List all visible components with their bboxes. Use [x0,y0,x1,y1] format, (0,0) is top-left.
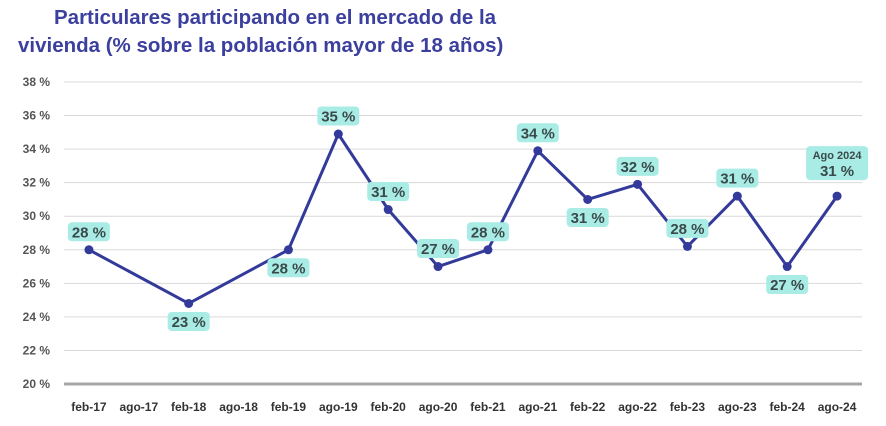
y-tick-label: 24 % [23,310,51,324]
y-axis: 38 % 36 % 34 % 32 % 30 % 28 % 26 % 24 % 22 % 20 % [23,75,51,391]
data-label-bg [167,311,210,331]
data-label: 28 % [72,224,106,241]
data-point [433,262,443,272]
x-tick-label: ago-17 [119,400,158,414]
data-label-bg [317,106,360,126]
y-tick-label: 26 % [23,276,51,290]
x-tick-label: feb-18 [171,400,207,414]
data-label-bg [806,146,869,181]
x-tick-label: ago-21 [518,400,557,414]
y-tick-label: 22 % [23,343,51,357]
chart-title: Particulares participando en el mercado … [18,4,538,60]
data-point [583,194,593,204]
data-label-bg [367,182,410,202]
x-tick-label: ago-22 [618,400,657,414]
data-point [533,146,543,156]
data-label: 34 % [521,125,555,142]
data-label: 35 % [321,109,355,126]
y-tick-label: 32 % [23,176,51,190]
y-tick-label: 28 % [23,243,51,257]
data-point [633,179,643,189]
data-point [732,191,742,201]
data-label: 28 % [471,224,505,241]
data-label-bg [67,222,110,242]
data-point [383,205,393,215]
data-label: 27 % [421,241,455,258]
data-label-bg [267,258,310,278]
data-point [184,298,194,308]
chart-title-line-2: vivienda (% sobre la población mayor de … [18,34,504,57]
x-tick-label: feb-19 [271,400,307,414]
data-label-bg [716,168,759,188]
x-tick-label: ago-24 [818,400,857,414]
x-tick-label: feb-24 [770,400,806,414]
data-label-bg [466,222,509,242]
data-point [682,241,692,251]
data-label: 31 % [571,210,605,227]
data-point [283,245,293,255]
data-label: 27 % [770,277,804,294]
data-label: 32 % [620,159,654,176]
x-axis: feb-17 ago-17 feb-18 ago-18 feb-19 ago-19 feb-… [64,382,862,414]
y-tick-label: 36 % [23,109,51,123]
data-label-bg [516,123,559,143]
data-label-bg [417,239,460,259]
data-labels: 28 % 23 % 28 % 35 % 31 % 27 % 28 % 34 % 31 % 32 %… [67,106,869,331]
data-point [483,245,493,255]
data-label-bg [616,156,659,176]
x-tick-label: feb-22 [570,400,606,414]
data-label: 31 % [371,184,405,201]
x-tick-label: ago-20 [419,400,458,414]
x-tick-label: feb-17 [71,400,107,414]
data-label-bg [566,207,609,227]
x-tick-label: feb-20 [371,400,407,414]
data-label-bg [666,218,709,238]
data-label: 31 % [820,163,854,180]
data-label: 28 % [271,260,305,277]
y-tick-label: 38 % [23,75,51,89]
x-tick-label: ago-19 [319,400,358,414]
series-line-group [84,129,842,308]
y-tick-label: 34 % [23,142,51,156]
chart-title-line-1: Particulares participando en el mercado … [54,6,497,29]
data-label-bg [766,275,809,295]
data-label: 28 % [670,221,704,238]
data-point [782,262,792,272]
data-point [832,191,842,201]
x-tick-label: feb-23 [670,400,706,414]
y-tick-label: 20 % [23,377,51,391]
data-point [84,245,94,255]
x-tick-label: ago-18 [219,400,258,414]
data-label: 31 % [720,171,754,188]
series-line [88,132,839,305]
data-point [333,129,343,139]
x-tick-label: ago-23 [718,400,757,414]
data-label: 23 % [172,314,206,331]
x-tick-label: feb-21 [470,400,506,414]
data-label-extra: Ago 2024 [813,150,863,162]
grid-lines [64,81,862,351]
y-tick-label: 30 % [23,209,51,223]
